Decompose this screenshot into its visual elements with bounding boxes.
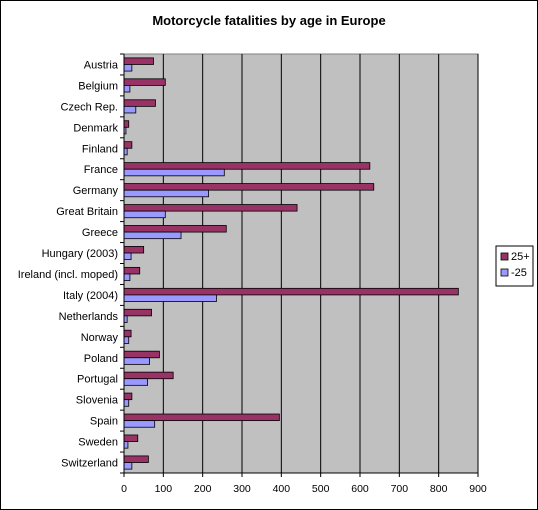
bar: [123, 308, 152, 317]
x-tick-label: 600: [351, 483, 369, 495]
bar: [123, 162, 371, 170]
category-label: Portugal: [77, 374, 118, 386]
bar: [123, 231, 182, 240]
bar: [123, 189, 209, 198]
bar: [123, 329, 132, 338]
bar: [123, 378, 149, 386]
bar: [123, 120, 130, 128]
bar: [123, 78, 166, 86]
x-tick-label: 800: [430, 483, 448, 495]
bar: [123, 399, 130, 407]
bar: [123, 273, 131, 281]
legend-swatch: [500, 268, 509, 277]
bar: [123, 455, 149, 463]
bar: [123, 57, 154, 65]
bar: [123, 85, 131, 93]
legend-swatch: [500, 252, 509, 261]
bar: [123, 225, 227, 233]
bar: [123, 434, 139, 442]
category-label: Greece: [82, 227, 118, 239]
bar: [123, 246, 145, 254]
x-tick-label: 300: [233, 483, 251, 495]
category-label: Spain: [90, 416, 118, 428]
legend: 25+-25: [495, 245, 534, 287]
category-label: Switzerland: [61, 458, 118, 470]
bar: [123, 64, 133, 72]
gridlines: [162, 54, 479, 473]
bar: [123, 462, 133, 470]
plot-area: [123, 53, 479, 474]
bar: [123, 371, 174, 380]
category-label: Belgium: [78, 80, 118, 92]
x-tick-label: 0: [121, 483, 127, 495]
x-tick-label: 100: [155, 483, 173, 495]
category-label: Netherlands: [59, 311, 119, 323]
bar: [123, 183, 375, 191]
x-tick-label: 400: [273, 483, 291, 495]
category-label: Ireland (incl. moped): [18, 269, 118, 281]
category-label: Poland: [84, 353, 118, 365]
bar: [123, 413, 280, 422]
category-label: Germany: [73, 185, 119, 197]
category-label: Sweden: [78, 437, 118, 449]
bar: [123, 357, 150, 365]
bar: [123, 141, 133, 149]
bar: [123, 350, 160, 359]
bar: [123, 210, 166, 219]
bar: [123, 99, 156, 107]
bar: [123, 252, 132, 261]
bar: [123, 392, 133, 401]
bar: [123, 441, 129, 449]
x-tick-label: 700: [391, 483, 409, 495]
x-tick-label: 900: [469, 483, 487, 495]
bar: [123, 168, 225, 177]
legend-label: 25+: [511, 251, 530, 263]
category-label: Hungary (2003): [42, 248, 118, 260]
x-tick-label: 200: [194, 483, 212, 495]
category-label: Finland: [82, 143, 118, 155]
bar: [123, 336, 130, 344]
category-label: Great Britain: [56, 206, 118, 218]
bar: [123, 294, 217, 302]
category-label: Norway: [81, 332, 119, 344]
bar: [123, 287, 459, 296]
legend-label: -25: [511, 267, 527, 279]
bar: [123, 204, 298, 212]
bar: [123, 266, 141, 275]
category-label: Austria: [84, 59, 119, 71]
category-label: France: [84, 164, 118, 176]
bar: [123, 105, 137, 114]
chart-title: Motorcycle fatalities by age in Europe: [152, 13, 386, 28]
category-label: Czech Rep.: [61, 101, 118, 113]
x-tick-label: 500: [312, 483, 330, 495]
bar: [123, 420, 156, 428]
category-label: Italy (2004): [63, 290, 118, 302]
category-label: Denmark: [73, 122, 118, 134]
category-label: Slovenia: [76, 395, 119, 407]
axes: 0 100 200 300 400 500 600 700 800 900 Austria Belgi…: [18, 53, 487, 495]
